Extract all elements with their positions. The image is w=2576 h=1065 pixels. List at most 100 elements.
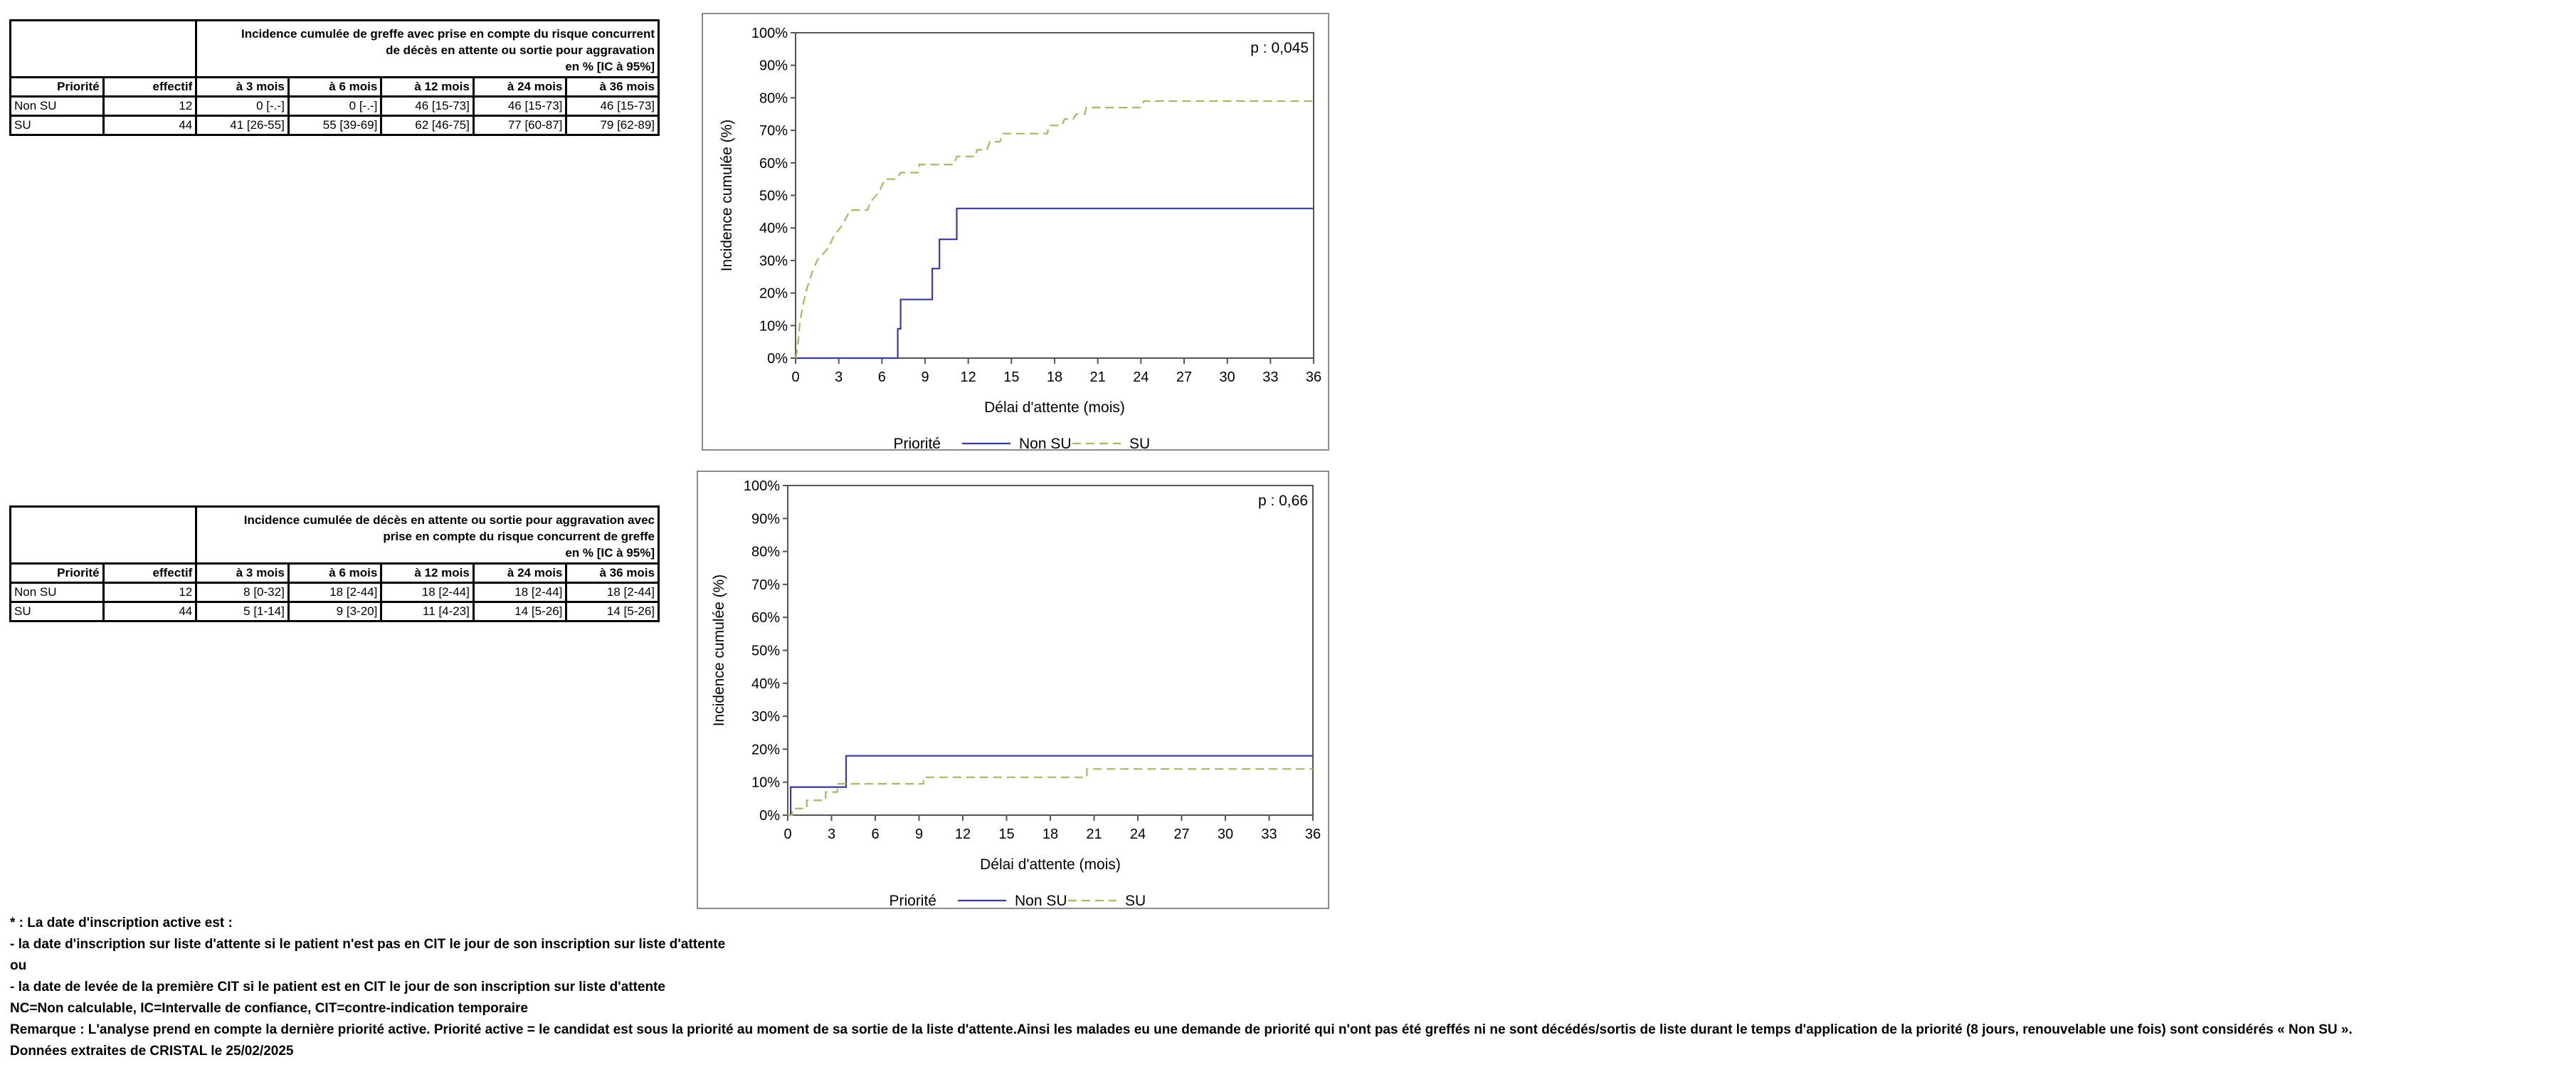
table-cell: 77 [60-87] [472, 115, 568, 136]
x-axis-label: Délai d'attente (mois) [984, 399, 1125, 416]
table-cell: 55 [39-69] [287, 115, 383, 136]
y-tick-label: 90% [759, 58, 788, 74]
y-tick-label: 10% [751, 775, 780, 791]
x-tick-label: 0 [783, 827, 791, 842]
table-row: SU 44 5 [1-14] 9 [3-20] 11 [4-23] 14 [5-… [9, 601, 660, 622]
x-tick-label: 27 [1176, 369, 1192, 385]
table-row: Non SU 12 0 [-.-] 0 [-.-] 46 [15-73] 46 … [9, 95, 660, 117]
x-tick-label: 3 [835, 369, 843, 385]
x-axis-label: Délai d'attente (mois) [980, 856, 1121, 873]
plot-area [787, 485, 1314, 816]
series-line-su [788, 768, 1313, 817]
death-incidence-table: Incidence cumulée de décès en attente ou… [9, 505, 660, 622]
column-header: Priorité [9, 562, 105, 584]
header-line: en % [IC à 95%] [565, 60, 655, 73]
column-header: à 24 mois [472, 76, 568, 98]
y-axis-label: Incidence cumulée (%) [719, 120, 735, 272]
y-tick-label: 80% [751, 545, 780, 560]
header-line: Incidence cumulée de greffe avec prise e… [241, 27, 655, 41]
table-header: Incidence cumulée de greffe avec prise e… [195, 19, 660, 78]
legend-label: Non SU [1019, 436, 1072, 449]
y-tick-label: 30% [751, 709, 780, 725]
x-tick-label: 24 [1133, 369, 1149, 385]
column-header: Priorité [9, 76, 105, 98]
y-tick-label: 100% [751, 26, 788, 41]
table-cell: 44 [102, 115, 198, 136]
y-tick-label: 70% [759, 123, 788, 139]
table-cell: 18 [2-44] [380, 582, 475, 603]
header-line: Incidence cumulée de décès en attente ou… [243, 513, 655, 527]
table-cell: 46 [15-73] [472, 95, 568, 117]
x-tick-label: 18 [1047, 369, 1062, 385]
y-tick-label: 0% [759, 808, 780, 824]
table-cell: 41 [26-55] [195, 115, 290, 136]
x-tick-label: 6 [878, 369, 886, 385]
p-value-annotation: p : 0,045 [1250, 40, 1309, 56]
table-cell: SU [9, 115, 105, 136]
death-incidence-chart: 0%10%20%30%40%50%60%70%80%90%100%0 3 6 9 12 1… [711, 478, 1321, 908]
series-line-su [794, 100, 1314, 359]
column-header: à 6 mois [287, 562, 383, 584]
footnote-line: - la date de levée de la première CIT si… [10, 980, 665, 995]
y-tick-label: 50% [759, 189, 788, 204]
y-tick-label: 60% [759, 156, 788, 172]
x-tick-label: 36 [1305, 827, 1321, 842]
y-tick-label: 50% [751, 644, 780, 659]
table-cell: SU [9, 601, 105, 622]
x-tick-label: 30 [1220, 369, 1235, 385]
x-tick-label: 24 [1130, 827, 1146, 842]
column-header: à 24 mois [472, 562, 568, 584]
table-cell: 8 [0-32] [195, 582, 290, 603]
table-cell: 0 [-.-] [287, 95, 383, 117]
column-header: à 12 mois [380, 562, 475, 584]
footnote-line: NC=Non calculable, IC=Intervalle de conf… [10, 1001, 528, 1016]
y-tick-label: 30% [759, 253, 788, 269]
column-header: à 6 mois [287, 76, 383, 98]
table-cell: 11 [4-23] [380, 601, 475, 622]
header-line: de décès en attente ou sortie pour aggra… [386, 43, 655, 57]
header-line: en % [IC à 95%] [565, 546, 655, 560]
column-header: à 36 mois [565, 562, 660, 584]
x-tick-label: 30 [1218, 827, 1233, 842]
table-cell: 14 [5-26] [472, 601, 568, 622]
x-tick-label: 36 [1306, 369, 1321, 385]
footnote-line: Données extraites de CRISTAL le 25/02/20… [10, 1044, 294, 1059]
table-cell: 12 [102, 95, 198, 117]
graft-incidence-chart: 0%10%20%30%40%50%60%70%80%90%100%0 3 6 9 12 1… [719, 26, 1321, 449]
column-header: à 3 mois [195, 76, 290, 98]
column-header: à 36 mois [565, 76, 660, 98]
table-cell: Non SU [9, 95, 105, 117]
y-tick-label: 90% [751, 511, 780, 527]
y-axis-label: Incidence cumulée (%) [711, 575, 727, 727]
table-cell: 12 [102, 582, 198, 603]
x-tick-label: 21 [1090, 369, 1106, 385]
table-cell: 46 [15-73] [380, 95, 475, 117]
chart-panel-death: 0% 10% 20% 30% 40% 50% 60% 70% 80% 90% 100% 0 3 6 9 12 1… [697, 471, 1329, 909]
y-tick-label: 100% [744, 478, 780, 494]
column-header: à 12 mois [380, 76, 475, 98]
y-tick-label: 40% [759, 221, 788, 236]
table-cell: 18 [2-44] [287, 582, 383, 603]
legend-title: Priorité [893, 436, 941, 449]
footnote-line: Remarque : L'analyse prend en compte la … [10, 1022, 2353, 1037]
table-cell: 9 [3-20] [287, 601, 383, 622]
table-corner [9, 505, 198, 565]
footnote-line: * : La date d'inscription active est : [10, 916, 233, 930]
series-line-non-su [796, 207, 1314, 360]
table-cell: 18 [2-44] [472, 582, 568, 603]
x-tick-label: 15 [1003, 369, 1019, 385]
y-tick-label: 20% [759, 286, 788, 302]
graft-incidence-table: Incidence cumulée de greffe avec prise e… [9, 19, 660, 136]
x-tick-label: 9 [915, 827, 923, 842]
x-tick-label: 9 [921, 369, 929, 385]
table-cell: 5 [1-14] [195, 601, 290, 622]
x-tick-label: 15 [998, 827, 1014, 842]
x-tick-label: 21 [1086, 827, 1102, 842]
table-header: Incidence cumulée de décès en attente ou… [195, 505, 660, 565]
x-tick-label: 33 [1261, 827, 1277, 842]
table-row: SU 44 41 [26-55] 55 [39-69] 62 [46-75] 7… [9, 115, 660, 136]
legend-title: Priorité [889, 893, 936, 908]
plot-area [795, 32, 1314, 359]
table-row: Non SU 12 8 [0-32] 18 [2-44] 18 [2-44] 1… [9, 582, 660, 603]
column-header: à 3 mois [195, 562, 290, 584]
